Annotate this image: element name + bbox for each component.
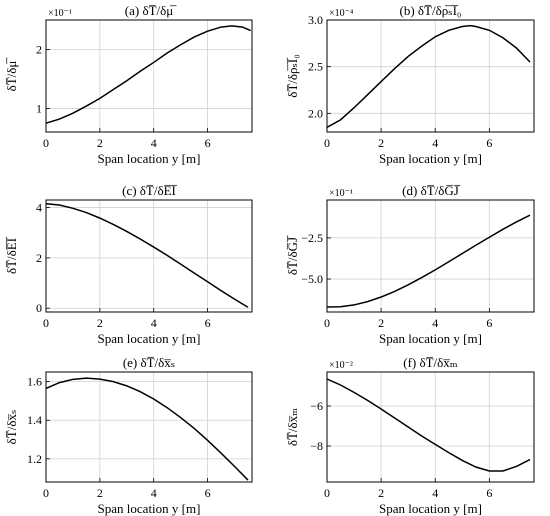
series-line [45,377,249,481]
x-tick-label: 2 [378,316,384,330]
x-tick-label: 4 [151,486,157,500]
series-line [45,203,249,308]
x-tick-label: 2 [378,486,384,500]
x-tick-label: 0 [43,486,49,500]
x-tick-label: 6 [486,316,492,330]
plot-frame [326,371,535,483]
y-tick-label: 0 [36,301,42,315]
panel-a: 0 2 4 6 1 2 (a) δT̅/δμ̅ ×10⁻¹ Span location y [m… [4,3,253,166]
plot-frame [45,371,253,483]
x-axis-label: Span location y [m] [379,151,482,166]
x-tick-label: 0 [43,316,49,330]
x-axis-label: Span location y [m] [379,501,482,516]
x-tick-label: 0 [324,136,330,150]
x-axis-label: Span location y [m] [379,331,482,346]
y-tick-label: 3.0 [308,13,323,27]
panel-title: (d) δT̅/δG̅J̅ [402,183,461,198]
x-axis-label: Span location y [m] [98,501,201,516]
axis-exponent: ×10⁻² [329,360,353,371]
plot-frame [45,19,253,133]
x-tick-label: 4 [151,136,157,150]
x-tick-label: 0 [324,486,330,500]
y-tick-label: 1.6 [27,375,42,389]
y-tick-label: 2 [36,251,42,265]
panel-title: (c) δT̅/δE̅I̅ [122,183,178,198]
x-tick-label: 2 [378,136,384,150]
x-tick-label: 2 [97,136,103,150]
y-axis-label: δT̅/δμ̅ [4,57,19,92]
plot-frame [326,199,535,313]
x-tick-label: 2 [97,486,103,500]
y-axis-label: δT̅/δx̅ₛ [4,410,19,445]
y-tick-label: 1.4 [27,413,42,427]
y-tick-label: 1 [36,101,42,115]
x-tick-label: 4 [432,486,438,500]
axis-exponent: ×10⁻⁴ [329,8,354,19]
y-tick-label: 4 [36,201,42,215]
panel-c: 0 2 4 6 0 2 4 (c) δT̅/δE̅I̅ Span location y [m] δ… [4,183,253,346]
x-tick-label: 6 [205,486,211,500]
y-axis-label: δT̅/δρ̅ₛI̅₀ [285,54,300,98]
series-line [326,24,531,128]
panel-title: (f) δT̅/δx̅ₘ [403,355,458,370]
y-axis-label: δT̅/δx̅ₘ [285,408,300,446]
x-tick-label: 0 [43,136,49,150]
y-axis-label: δT̅/δE̅I̅ [4,236,19,274]
y-tick-label: 2.5 [308,60,323,74]
x-tick-label: 4 [432,316,438,330]
x-tick-label: 6 [205,136,211,150]
axis-exponent: ×10⁻¹ [329,188,353,199]
y-tick-label: −2.5 [301,231,323,245]
panel-title: (a) δT̅/δμ̅ [125,3,177,18]
x-tick-label: 2 [97,316,103,330]
x-tick-label: 4 [151,316,157,330]
series-line [45,25,251,124]
series-line [326,214,531,308]
panel-b: 0 2 4 6 2.0 2.5 3.0 (b) δT̅/δρ̅ₛI̅₀ ×10⁻⁴ Span lo… [285,3,535,166]
series-line [326,378,531,472]
axis-exponent: ×10⁻¹ [48,8,72,19]
y-tick-label: −8 [310,439,323,453]
y-tick-label: 2 [36,42,42,56]
y-tick-label: −6 [310,399,323,413]
x-axis-label: Span location y [m] [98,331,201,346]
x-tick-label: 0 [324,316,330,330]
y-tick-label: 2.0 [308,106,323,120]
x-tick-label: 4 [432,136,438,150]
y-tick-label: 1.2 [27,452,42,466]
panel-e: 0 2 4 6 1.2 1.4 1.6 (e) δT̅/δx̅ₛ Span location y… [4,355,253,516]
x-tick-label: 6 [486,136,492,150]
x-tick-label: 6 [205,316,211,330]
y-tick-label: −5.0 [301,272,323,286]
x-axis-label: Span location y [m] [98,151,201,166]
y-axis-label: δT̅/δG̅J̅ [285,235,300,275]
x-tick-label: 6 [486,486,492,500]
plot-frame [45,199,253,313]
plot-frame [326,19,535,133]
panel-d: 0 2 4 6 −5.0 −2.5 (d) δT̅/δG̅J̅ ×10⁻¹ Span locat… [285,183,535,346]
panel-title: (b) δT̅/δρ̅ₛI̅₀ [400,3,462,18]
panel-title: (e) δT̅/δx̅ₛ [123,355,175,370]
panel-f: 0 2 4 6 −8 −6 (f) δT̅/δx̅ₘ ×10⁻² Span location y… [285,355,535,516]
